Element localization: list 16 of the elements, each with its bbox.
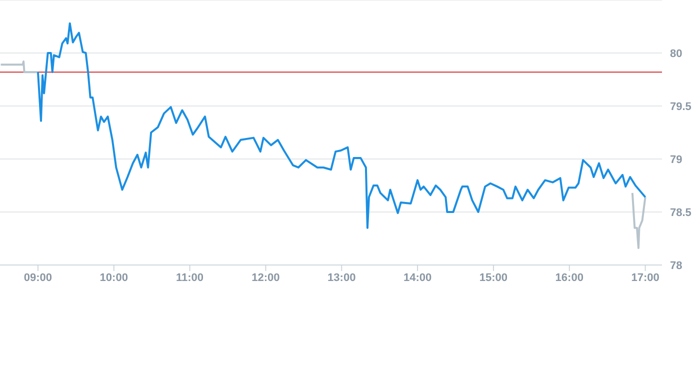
y-tick-label: 78 xyxy=(670,260,682,272)
x-tick-label: 15:00 xyxy=(479,272,508,284)
x-tick-label: 16:00 xyxy=(555,272,584,284)
y-tick-label: 78.5 xyxy=(670,206,692,219)
x-tick-label: 10:00 xyxy=(100,272,128,284)
y-tick-label: 80 xyxy=(670,48,682,60)
x-tick-label: 17:00 xyxy=(631,272,660,284)
x-tick-label: 09:00 xyxy=(24,272,52,284)
x-tick-label: 11:00 xyxy=(176,272,204,284)
x-tick-label: 12:00 xyxy=(252,272,280,284)
y-tick-label: 79 xyxy=(670,154,682,166)
line-series xyxy=(36,22,646,229)
line-series xyxy=(631,192,646,250)
x-tick-label: 14:00 xyxy=(403,272,432,284)
x-tick-label: 13:00 xyxy=(328,272,356,284)
y-tick-label: 79.5 xyxy=(670,100,692,113)
